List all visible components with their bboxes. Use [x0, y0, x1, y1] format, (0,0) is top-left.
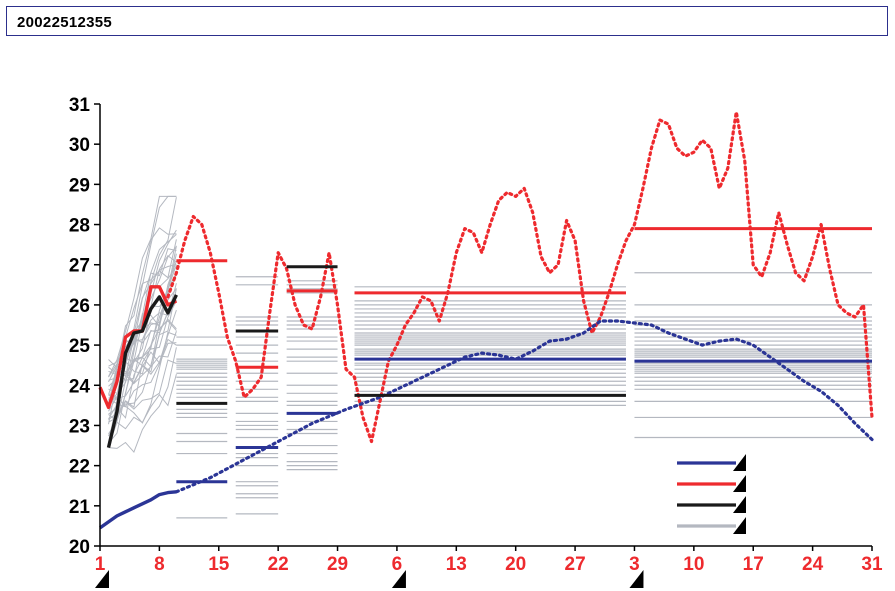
x-tick-label: 22	[268, 554, 289, 575]
y-tick-label: 24	[69, 376, 91, 397]
series-line-red-dotted	[166, 110, 874, 444]
x-tick-label: 27	[565, 554, 586, 575]
series-line-blue-solid	[99, 490, 177, 530]
y-tick-label: 31	[69, 95, 91, 116]
series-line-blue-dotted	[174, 319, 874, 494]
y-tick-label: 27	[69, 256, 90, 277]
x-tick-label: 3	[629, 554, 640, 575]
spaghetti-line	[108, 195, 177, 377]
spaghetti-line	[108, 342, 177, 420]
y-tick-label: 25	[69, 336, 91, 357]
y-tick-label: 23	[69, 416, 90, 437]
chart-title: 20022512355	[17, 14, 113, 31]
series-lines	[98, 110, 874, 530]
y-tick-label: 26	[69, 296, 90, 317]
axes: 20 21 22 23 24 25 26 27 28 29 30 31 1 8 15 22 29 6 13 20 27 3…	[69, 95, 883, 588]
x-tick-label: 15	[208, 554, 230, 575]
y-tick-label: 29	[69, 175, 90, 196]
y-tick-label: 21	[69, 497, 91, 518]
x-tick-label: 6	[392, 554, 403, 575]
legend-marker-glyph	[733, 496, 746, 513]
x-tick-label: 24	[802, 554, 824, 575]
title-bar: 20022512355	[6, 6, 888, 36]
legend-marker-glyph	[733, 454, 746, 471]
legend-marker-glyph	[733, 517, 746, 534]
y-tick-label: 22	[69, 457, 90, 478]
x-tick-label: 17	[743, 554, 764, 575]
x-tick-label: 8	[154, 554, 165, 575]
month-marker-glyph	[629, 570, 644, 588]
spaghetti-line	[108, 347, 177, 454]
legend-marker-glyph	[733, 475, 746, 492]
spaghetti-line	[108, 373, 177, 447]
month-marker-glyph	[391, 570, 406, 588]
x-tick-label: 1	[95, 554, 106, 575]
ensemble-lines	[176, 272, 872, 519]
x-tick-label: 10	[683, 554, 704, 575]
y-tick-label: 20	[69, 537, 90, 558]
x-tick-label: 20	[505, 554, 526, 575]
x-tick-label: 31	[861, 554, 883, 575]
month-marker-glyph	[95, 570, 109, 588]
mean-segments	[176, 227, 872, 484]
y-tick-label: 30	[69, 135, 90, 156]
series-line-black-solid	[106, 294, 178, 448]
spaghetti-line	[108, 254, 177, 444]
x-tick-label: 13	[446, 554, 467, 575]
y-tick-label: 28	[69, 216, 90, 237]
legend	[677, 454, 746, 534]
x-tick-label: 29	[327, 554, 348, 575]
